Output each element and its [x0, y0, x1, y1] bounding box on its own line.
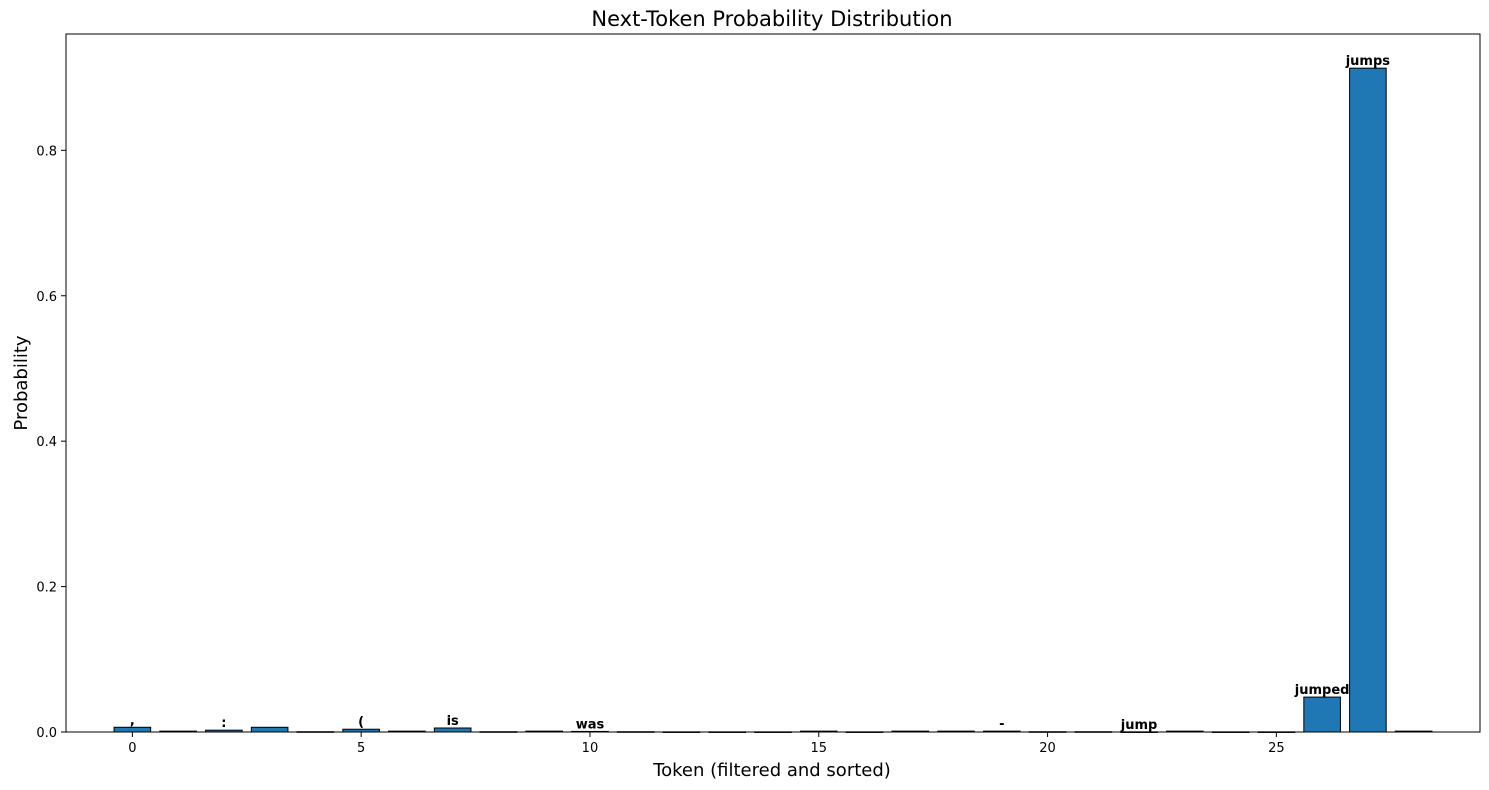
x-tick-label-3: 15	[810, 741, 827, 756]
bar-27	[1349, 67, 1387, 733]
data-label-0: ,	[130, 713, 135, 728]
y-axis-title: Probability	[11, 335, 32, 430]
data-label-22: jump	[1120, 718, 1158, 733]
x-axis-ticks: 0 5 10 15 20 25	[128, 732, 1285, 756]
bar-3	[250, 726, 289, 733]
y-tick-label-3: 0.6	[36, 290, 57, 305]
data-label-5: (	[358, 715, 364, 730]
bars-group	[113, 67, 1433, 733]
data-label-2: :	[221, 716, 226, 731]
y-tick-label-0: 0.0	[36, 726, 57, 741]
y-axis-ticks: 0.0 0.2 0.4 0.6 0.8	[36, 144, 66, 741]
bar-26	[1303, 696, 1341, 733]
data-labels-group: ,: ( is was - jump jumped jumps	[130, 54, 1390, 733]
x-axis-title: Token (filtered and sorted)	[652, 760, 891, 781]
y-tick-label-4: 0.8	[36, 144, 57, 159]
y-tick-label-1: 0.2	[36, 581, 57, 596]
x-tick-label-2: 10	[582, 741, 599, 756]
data-label-10: was	[576, 717, 605, 732]
data-label-7: is	[447, 714, 459, 729]
x-tick-label-5: 25	[1268, 741, 1285, 756]
x-tick-label-1: 5	[357, 741, 365, 756]
data-label-19: -	[999, 717, 1004, 732]
x-tick-label-4: 20	[1039, 741, 1056, 756]
plot-frame	[65, 33, 1481, 733]
x-tick-label-0: 0	[128, 741, 136, 756]
chart-title: Next-Token Probability Distribution	[591, 7, 952, 31]
data-label-27: jumps	[1345, 54, 1391, 69]
data-label-26: jumped	[1294, 683, 1350, 698]
y-tick-label-2: 0.4	[36, 435, 57, 450]
